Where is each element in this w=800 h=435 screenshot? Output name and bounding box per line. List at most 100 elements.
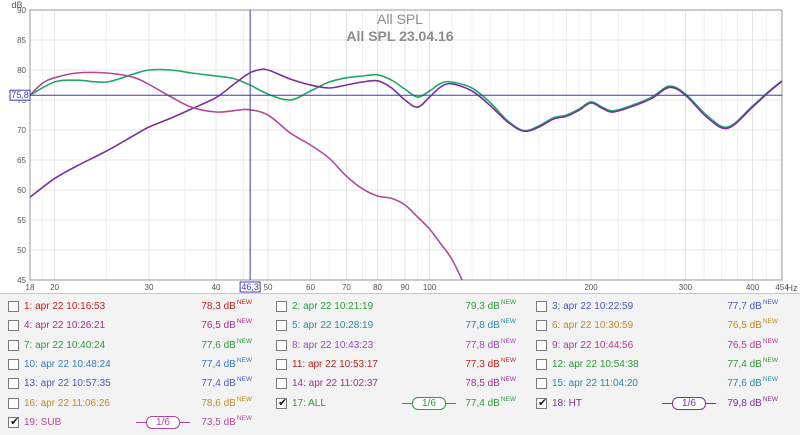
measurement-level: 77,4 dBNEW [182, 357, 252, 370]
legend-item[interactable]: 2: apr 22 10:21:19 79,3 dBNEW [268, 298, 530, 317]
smoothing-button[interactable]: 1/6 [402, 396, 456, 410]
measurement-level: 78,3 dBNEW [182, 299, 252, 312]
new-badge: NEW [762, 337, 778, 345]
measurement-level: 77,6 dBNEW [708, 376, 778, 390]
legend-item[interactable]: 18: HT1/679,8 dBNEW [528, 395, 790, 414]
level-value: 77,4 dB [727, 358, 762, 370]
y-tick-label: 90 [17, 6, 26, 15]
measurement-name: 1: apr 22 10:16:53 [24, 301, 106, 312]
cursor-x-readout: 46,3 [239, 281, 261, 293]
y-tick-label: 70 [17, 126, 26, 135]
x-tick-label: 400 [746, 283, 760, 292]
y-tick-label: 60 [17, 186, 26, 195]
legend-item[interactable]: 11: apr 22 10:53:17 77,3 dBNEW [268, 356, 530, 375]
level-value: 77,4 dB [201, 378, 236, 390]
legend-item[interactable]: 5: apr 22 10:28:19 77,8 dBNEW [268, 317, 530, 336]
visibility-checkbox[interactable] [276, 301, 287, 312]
level-value: 79,3 dB [465, 301, 500, 312]
level-value: 76,5 dB [201, 320, 236, 332]
legend-item[interactable]: 13: apr 22 10:57:35 77,4 dBNEW [0, 375, 262, 394]
y-tick-label: 50 [17, 246, 26, 255]
new-badge: NEW [500, 299, 516, 306]
legend-item[interactable]: 16: apr 22 11:06:26 78,6 dBNEW [0, 395, 262, 414]
visibility-checkbox[interactable] [8, 358, 19, 370]
legend-item[interactable]: 8: apr 22 10:43:23 77,8 dBNEW [268, 337, 530, 356]
legend-item[interactable]: 7: apr 22 10:40:24 77,6 dBNEW [0, 337, 262, 356]
measurement-level: 79,3 dBNEW [446, 299, 516, 312]
grid [29, 9, 783, 281]
y-tick-label: 80 [17, 66, 26, 75]
legend-row: 10: apr 22 10:48:24 77,4 dBNEW 11: apr 22 … [0, 356, 800, 375]
visibility-checkbox[interactable] [536, 378, 547, 390]
y-tick-label: 65 [17, 156, 26, 165]
new-badge: NEW [762, 318, 778, 326]
visibility-checkbox[interactable] [8, 339, 19, 351]
legend-row: 7: apr 22 10:40:24 77,6 dBNEW 8: apr 22 10… [0, 337, 800, 356]
y-axis-ticks: 45505560657075808590 [17, 6, 26, 285]
measurement-level: 77,4 dBNEW [182, 376, 252, 390]
measurement-level: 76,5 dBNEW [708, 337, 778, 351]
legend-item[interactable]: 12: apr 22 10:54:38 77,4 dBNEW [528, 356, 790, 375]
level-value: 77,4 dB [465, 397, 500, 409]
measurement-level: 78,6 dBNEW [182, 396, 252, 409]
spl-chart[interactable]: 45505560657075808590 1820304050607080901… [0, 0, 800, 293]
plot-frame [29, 9, 783, 281]
visibility-checkbox[interactable] [8, 301, 19, 312]
x-tick-label: 454 [775, 283, 789, 292]
visibility-checkbox[interactable] [276, 320, 287, 332]
smoothing-button[interactable]: 1/6 [662, 396, 716, 410]
visibility-checkbox[interactable] [276, 358, 287, 370]
visibility-checkbox[interactable] [8, 378, 19, 390]
legend-item[interactable]: 6: apr 22 10:30:59 76,5 dBNEW [528, 317, 790, 336]
series-line-ht [30, 68, 782, 198]
cursor-x-value: 46,3 [241, 282, 259, 292]
measurement-level: 77,4 dBNEW [446, 395, 516, 409]
legend-item[interactable]: 9: apr 22 10:44:56 76,5 dBNEW [528, 337, 790, 356]
measurement-name: 4: apr 22 10:26:21 [24, 320, 106, 332]
visibility-checkbox[interactable] [8, 320, 19, 332]
cursor-y-value: 75,8 [11, 90, 29, 100]
measurement-name: 7: apr 22 10:40:24 [24, 339, 106, 351]
visibility-checkbox[interactable] [536, 396, 547, 409]
x-tick-label: 30 [145, 283, 154, 292]
level-value: 77,8 dB [465, 320, 500, 332]
x-tick-label: 300 [679, 283, 693, 292]
visibility-checkbox[interactable] [276, 396, 287, 409]
new-badge: NEW [500, 395, 516, 403]
x-tick-label: 20 [50, 283, 59, 292]
visibility-checkbox[interactable] [536, 339, 547, 351]
measurement-level: 77,7 dBNEW [708, 299, 778, 312]
legend-item[interactable]: 1: apr 22 10:16:53 78,3 dBNEW [0, 298, 262, 317]
visibility-checkbox[interactable] [276, 339, 287, 351]
visibility-checkbox[interactable] [276, 378, 287, 390]
visibility-checkbox[interactable] [8, 415, 19, 428]
measurement-legend: 1: apr 22 10:16:53 78,3 dBNEW 2: apr 22 10… [0, 293, 800, 435]
legend-item[interactable]: 15: apr 22 11:04:20 77,6 dBNEW [528, 375, 790, 394]
visibility-checkbox[interactable] [536, 320, 547, 332]
legend-item[interactable]: 4: apr 22 10:26:21 76,5 dBNEW [0, 317, 262, 336]
legend-item[interactable]: 10: apr 22 10:48:24 77,4 dBNEW [0, 356, 262, 375]
measurement-name: 18: HT [552, 397, 583, 409]
legend-row: 4: apr 22 10:26:21 76,5 dBNEW 5: apr 22 10… [0, 317, 800, 336]
y-tick-label: 45 [17, 276, 26, 285]
visibility-checkbox[interactable] [536, 301, 547, 312]
series-lines [30, 68, 782, 280]
smoothing-button[interactable]: 1/6 [136, 415, 190, 429]
measurement-name: 10: apr 22 10:48:24 [24, 358, 111, 370]
measurement-level: 73,5 dBNEW [182, 414, 252, 428]
new-badge: NEW [500, 318, 516, 326]
new-badge: NEW [236, 414, 252, 422]
new-badge: NEW [762, 299, 778, 306]
visibility-checkbox[interactable] [536, 358, 547, 370]
measurement-name: 2: apr 22 10:21:19 [292, 301, 374, 312]
legend-item[interactable]: 3: apr 22 10:22:59 77,7 dBNEW [528, 298, 790, 317]
level-value: 77,3 dB [465, 358, 500, 370]
level-value: 77,6 dB [727, 378, 762, 390]
visibility-checkbox[interactable] [8, 397, 19, 409]
measurement-name: 9: apr 22 10:44:56 [552, 339, 634, 351]
new-badge: NEW [236, 337, 252, 345]
legend-item[interactable]: 14: apr 22 11:02:37 78,5 dBNEW [268, 375, 530, 394]
